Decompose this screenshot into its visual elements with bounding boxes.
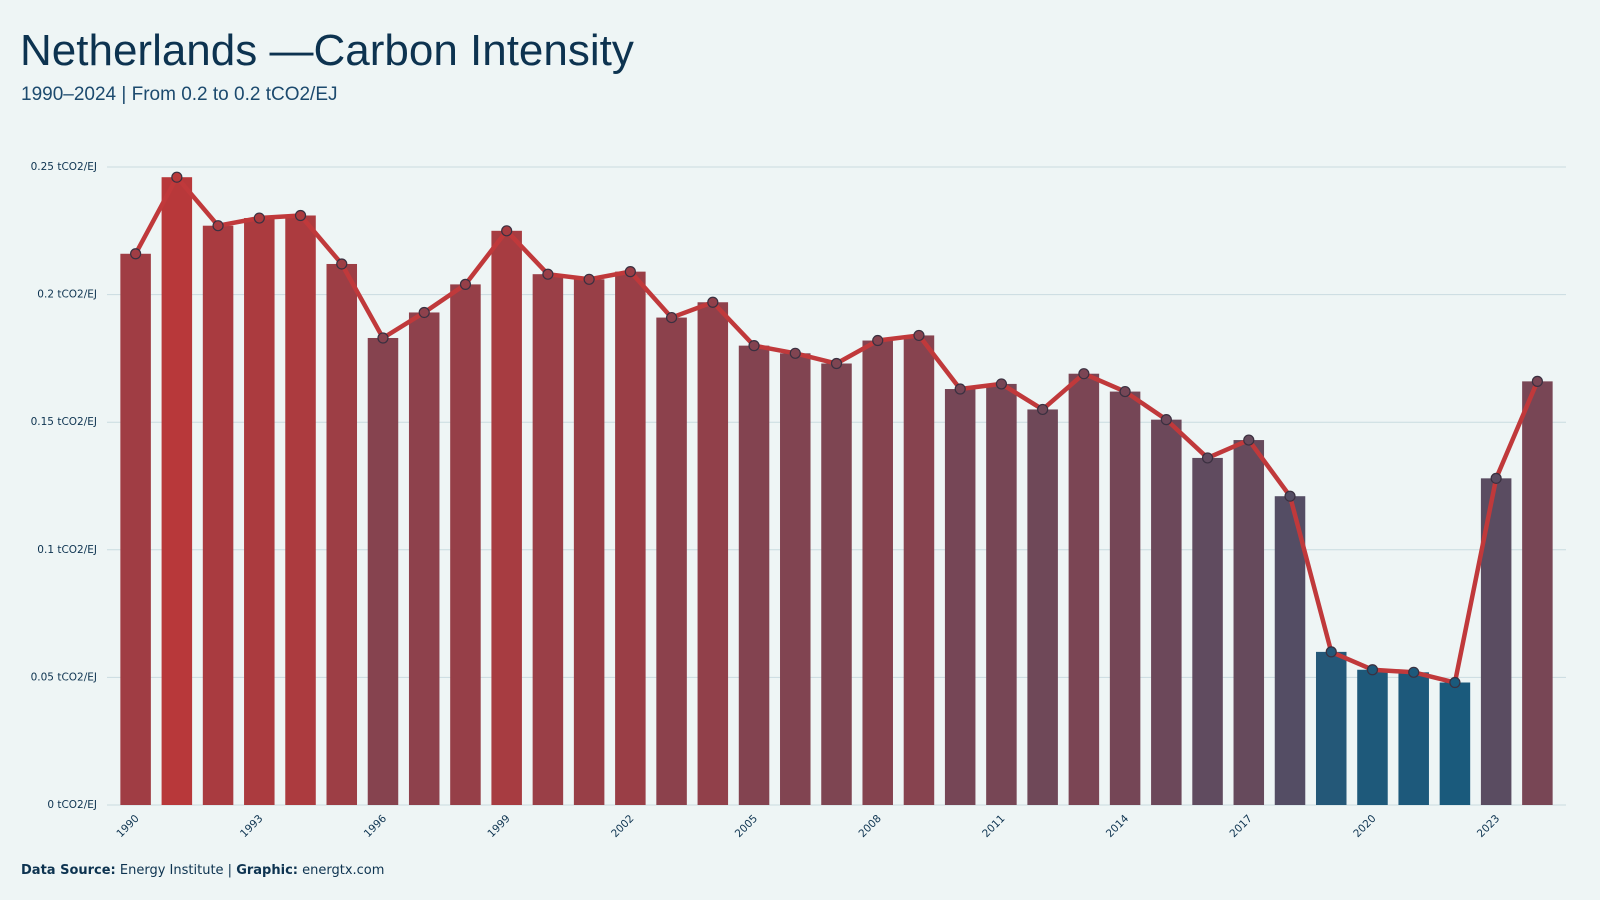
source-label: Data Source: — [21, 863, 116, 878]
point — [1366, 664, 1379, 676]
bar — [944, 389, 976, 805]
point — [830, 357, 843, 370]
point — [1284, 490, 1296, 502]
point — [707, 296, 719, 308]
point — [1490, 472, 1502, 484]
x-tick-label: 2008 — [856, 813, 883, 840]
point — [1201, 452, 1214, 464]
y-tick-label: 0 tCO2/EJ — [47, 799, 97, 811]
point — [665, 311, 678, 324]
x-tick-label: 1990 — [114, 813, 141, 840]
point — [253, 212, 265, 224]
bar — [1522, 381, 1553, 805]
point — [1408, 666, 1420, 678]
bar — [1027, 409, 1058, 805]
y-tick-label: 0.25 tCO2/EJ — [31, 161, 97, 173]
point — [748, 340, 760, 352]
x-tick-label: 2023 — [1475, 813, 1502, 840]
graphic-label: Graphic: — [236, 863, 298, 878]
bar — [1398, 672, 1429, 805]
bar — [532, 274, 564, 806]
point — [1325, 646, 1337, 658]
point — [624, 266, 636, 278]
bar — [821, 363, 852, 805]
bar — [1233, 440, 1265, 805]
bar — [120, 253, 151, 805]
point — [542, 268, 554, 280]
point — [377, 332, 389, 344]
x-tick-label: 2002 — [609, 813, 636, 840]
bar — [285, 215, 316, 805]
bar — [1151, 419, 1182, 805]
point — [459, 278, 472, 290]
bar — [1439, 682, 1471, 805]
point — [913, 329, 925, 342]
bar — [697, 302, 729, 805]
y-tick-label: 0.1 tCO2/EJ — [37, 544, 97, 556]
y-tick-label: 0.2 tCO2/EJ — [37, 289, 97, 301]
bar — [450, 284, 481, 806]
x-tick-label: 1996 — [362, 812, 390, 840]
point — [212, 220, 224, 232]
bar — [491, 230, 522, 806]
point — [995, 378, 1008, 390]
x-tick-label: 1999 — [485, 813, 512, 840]
y-tick-label: 0.05 tCO2/EJ — [31, 671, 97, 683]
x-tick-label: 2020 — [1351, 813, 1378, 840]
point — [1243, 434, 1255, 446]
bar — [202, 225, 234, 806]
bar — [780, 353, 811, 805]
point — [171, 171, 183, 183]
y-tick-label: 0.15 tCO2/EJ — [31, 416, 97, 428]
point — [954, 383, 966, 395]
point — [789, 347, 801, 359]
x-tick-label: 2011 — [980, 813, 1007, 840]
chart-title: Netherlands —Carbon Intensity — [20, 26, 634, 75]
point — [336, 258, 348, 270]
point — [872, 334, 884, 347]
point — [1037, 403, 1049, 416]
bar — [408, 312, 440, 805]
source-text: Energy Institute | — [120, 863, 232, 878]
point — [1119, 385, 1131, 398]
source: Data Source: Energy Institute | Graphic:… — [21, 863, 384, 878]
bar — [1357, 669, 1388, 805]
point — [1078, 368, 1090, 380]
bar — [326, 263, 358, 805]
bar — [656, 317, 687, 805]
point — [583, 273, 595, 285]
point — [1449, 676, 1461, 689]
bar — [1315, 651, 1347, 805]
point — [1160, 414, 1172, 426]
point — [294, 209, 307, 222]
bar — [244, 218, 275, 806]
bar — [1068, 373, 1100, 805]
point — [1531, 375, 1543, 387]
x-tick-label: 2014 — [1104, 812, 1132, 840]
bar — [1192, 457, 1223, 805]
x-tick-label: 2017 — [1228, 813, 1255, 840]
x-tick-label: 1993 — [238, 813, 265, 840]
bar — [903, 335, 935, 805]
chart-subtitle: 1990–2024 | From 0.2 to 0.2 tCO2/EJ — [21, 84, 338, 105]
bar — [1109, 391, 1141, 805]
bar — [161, 177, 193, 805]
bar — [573, 279, 605, 806]
point — [418, 306, 430, 319]
bar — [862, 340, 893, 805]
bars — [120, 177, 1553, 806]
bar — [367, 337, 399, 805]
point — [501, 225, 513, 237]
bar — [615, 271, 646, 806]
point — [130, 248, 142, 260]
graphic-text: energtx.com — [302, 863, 384, 878]
bar — [738, 345, 770, 805]
bar — [1274, 496, 1306, 805]
x-tick-label: 2005 — [733, 813, 760, 840]
bar — [986, 383, 1017, 805]
